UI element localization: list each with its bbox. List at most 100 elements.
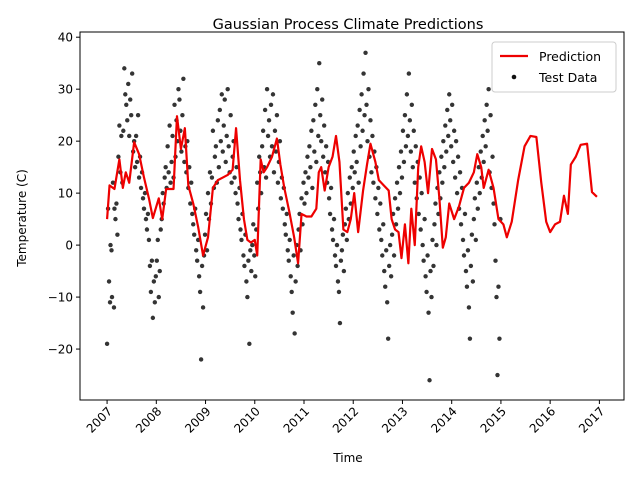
test-data-point-215 bbox=[315, 86, 320, 92]
prediction-line-layer bbox=[105, 115, 598, 265]
test-data-point-33 bbox=[135, 112, 141, 118]
test-data-point-341 bbox=[439, 154, 444, 159]
test-data-point-295 bbox=[393, 222, 399, 227]
test-data-point-264 bbox=[363, 50, 368, 55]
test-data-point-330 bbox=[428, 268, 433, 274]
test-data-point-227 bbox=[326, 196, 332, 201]
test-data-point-18 bbox=[121, 128, 126, 133]
test-data-point-297 bbox=[395, 206, 401, 211]
test-data-point-219 bbox=[319, 138, 324, 144]
test-data-point-263 bbox=[362, 112, 367, 118]
test-data-point-311 bbox=[409, 102, 415, 107]
plot-area bbox=[104, 50, 598, 383]
test-data-point-284 bbox=[383, 284, 388, 289]
legend-prediction-label: Prediction bbox=[539, 49, 601, 64]
test-data-point-31 bbox=[133, 133, 139, 139]
test-data-point-47 bbox=[149, 258, 155, 263]
test-data-point-342 bbox=[440, 180, 445, 185]
test-data-point-348 bbox=[446, 133, 451, 139]
test-data-point-134 bbox=[235, 201, 240, 206]
test-data-point-74 bbox=[176, 86, 181, 92]
test-data-point-312 bbox=[410, 164, 415, 170]
test-data-point-378 bbox=[475, 206, 480, 211]
test-data-point-210 bbox=[310, 185, 315, 191]
test-data-point-384 bbox=[481, 159, 486, 165]
test-data-point-86 bbox=[188, 201, 193, 206]
test-data-point-371 bbox=[468, 263, 474, 269]
test-data-point-350 bbox=[448, 118, 453, 123]
test-data-point-206 bbox=[306, 175, 311, 180]
test-data-point-279 bbox=[378, 201, 383, 206]
test-data-point-46 bbox=[148, 289, 154, 295]
test-data-point-156 bbox=[257, 154, 262, 159]
test-data-point-244 bbox=[343, 206, 349, 211]
test-data-point-177 bbox=[277, 138, 283, 144]
test-data-point-323 bbox=[421, 258, 426, 263]
test-data-point-222 bbox=[321, 123, 327, 128]
test-data-point-152 bbox=[253, 274, 258, 279]
test-data-point-299 bbox=[397, 190, 403, 196]
test-data-point-283 bbox=[382, 268, 387, 274]
test-data-point-168 bbox=[268, 102, 274, 107]
test-data-point-50 bbox=[152, 300, 158, 305]
test-data-point-304 bbox=[402, 112, 408, 118]
test-data-point-10 bbox=[113, 216, 118, 222]
test-data-point-250 bbox=[349, 164, 354, 170]
test-data-point-287 bbox=[385, 336, 391, 341]
test-data-point-121 bbox=[222, 97, 227, 102]
test-data-point-221 bbox=[321, 154, 326, 159]
test-data-point-56 bbox=[158, 227, 163, 232]
test-data-point-257 bbox=[356, 180, 361, 185]
test-data-point-332 bbox=[430, 237, 435, 243]
test-data-point-38 bbox=[140, 196, 146, 201]
test-data-point-132 bbox=[233, 190, 238, 196]
test-data-point-149 bbox=[250, 242, 255, 248]
test-data-point-363 bbox=[460, 237, 466, 243]
test-data-point-175 bbox=[275, 180, 281, 185]
test-data-point-322 bbox=[420, 242, 425, 248]
test-data-point-202 bbox=[302, 201, 307, 206]
test-data-point-364 bbox=[461, 253, 467, 258]
test-data-point-117 bbox=[218, 138, 223, 144]
x-axis-title: Time bbox=[332, 451, 362, 465]
test-data-point-302 bbox=[400, 128, 406, 133]
test-data-point-396 bbox=[493, 258, 498, 263]
test-data-point-24 bbox=[127, 133, 132, 139]
test-data-point-54 bbox=[156, 294, 161, 300]
test-data-point-148 bbox=[249, 268, 254, 274]
test-data-point-272 bbox=[371, 180, 376, 185]
test-data-point-160 bbox=[260, 128, 266, 133]
test-data-point-238 bbox=[337, 320, 343, 326]
test-data-point-242 bbox=[341, 268, 347, 274]
y-tick-label-10: 10 bbox=[58, 187, 73, 201]
test-data-point-122 bbox=[223, 159, 228, 165]
test-data-point-111 bbox=[212, 154, 218, 159]
test-data-point-233 bbox=[332, 253, 338, 258]
test-data-point-60 bbox=[162, 175, 167, 180]
test-data-point-49 bbox=[151, 279, 157, 284]
test-data-point-43 bbox=[145, 211, 151, 217]
legend-box bbox=[491, 41, 617, 93]
test-data-point-281 bbox=[380, 253, 385, 258]
test-data-point-143 bbox=[244, 279, 249, 284]
test-data-point-102 bbox=[203, 211, 209, 217]
test-data-point-131 bbox=[232, 175, 237, 180]
test-data-point-109 bbox=[210, 128, 216, 133]
test-data-point-2 bbox=[106, 279, 112, 284]
test-data-point-356 bbox=[453, 138, 459, 144]
test-data-point-104 bbox=[205, 190, 211, 196]
test-data-point-208 bbox=[308, 164, 313, 170]
test-data-point-358 bbox=[455, 154, 461, 159]
test-data-point-180 bbox=[280, 206, 286, 211]
test-data-point-266 bbox=[365, 138, 370, 144]
test-data-point-320 bbox=[418, 227, 423, 232]
test-data-point-237 bbox=[336, 289, 342, 295]
test-data-point-41 bbox=[143, 216, 149, 222]
test-data-scatter bbox=[104, 50, 503, 383]
test-data-point-141 bbox=[242, 263, 247, 269]
test-data-point-87 bbox=[189, 180, 194, 185]
test-data-point-395 bbox=[492, 222, 497, 227]
test-data-point-101 bbox=[202, 232, 208, 237]
test-data-point-368 bbox=[465, 248, 471, 253]
test-data-point-154 bbox=[255, 180, 260, 185]
